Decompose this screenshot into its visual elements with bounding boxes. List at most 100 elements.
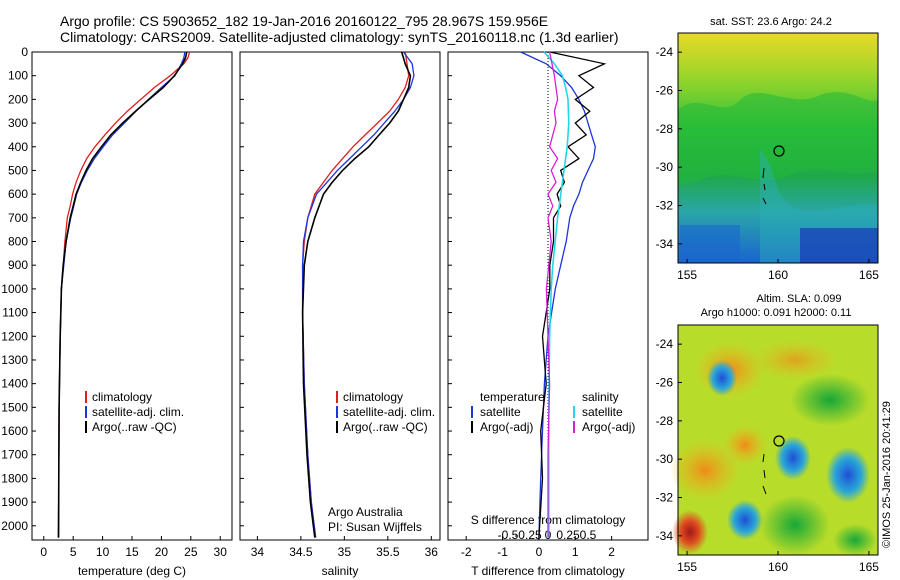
- sst-argo-marker: [773, 145, 785, 157]
- series-line-climatology: [301, 51, 410, 538]
- salinity-legend: climatology satellite-adj. clim. Argo(..…: [336, 390, 435, 434]
- top-tick-label: 0.25: [556, 528, 580, 542]
- x-tick-label: 2: [608, 545, 615, 559]
- depth-axis: 0 100 200 300 400 500 600 700 800 900 1000 1100 1200…: [1, 45, 452, 533]
- x-tick-label: 15: [125, 545, 139, 559]
- sla-map: [670, 324, 879, 556]
- map-y-tick-label: -28: [656, 122, 674, 136]
- depth-tick-label: 300: [8, 116, 28, 130]
- sla-track: [762, 453, 767, 495]
- depth-tick-label: 1100: [2, 306, 28, 320]
- sla-green-blob: [833, 524, 877, 556]
- legend-label-climatology: climatology: [92, 390, 152, 404]
- depth-tick-label: 2000: [1, 519, 28, 533]
- sst-green-band: [678, 92, 878, 185]
- sla-argo-marker: [773, 435, 785, 447]
- salinity-axes: [239, 51, 441, 541]
- series-line-salinity-satellite: [543, 51, 570, 538]
- legend-label-s-satellite: satellite: [582, 405, 623, 419]
- map-x-tick-label: 165: [859, 560, 879, 574]
- sla-blue-blob: [707, 360, 737, 396]
- salinity-xaxis: 34 34.5 35 35.5 36: [251, 536, 439, 559]
- map-y-tick-label: -30: [656, 452, 674, 466]
- map-y-tick-label: -32: [656, 491, 674, 505]
- depth-tick-label: 200: [8, 92, 28, 106]
- depth-tick-label: 500: [8, 163, 28, 177]
- difference-xaxis: -2 -1 0 1 2: [461, 536, 615, 559]
- series-line-temperature-satellite: [520, 51, 596, 538]
- depth-tick-label: 1500: [1, 400, 28, 414]
- x-tick-label: 20: [155, 545, 169, 559]
- depth-tick-label: 1400: [1, 377, 28, 391]
- x-tick-label: 36: [425, 545, 439, 559]
- depth-tick-label: 100: [8, 69, 28, 83]
- x-tick-label: -1: [497, 545, 508, 559]
- depth-tick-label: 1200: [1, 329, 28, 343]
- sla-red-hotspot: [672, 510, 708, 554]
- legend-label-t-satellite: satellite: [480, 405, 521, 419]
- x-tick-label: 30: [214, 545, 228, 559]
- salinity-xlabel: salinity: [322, 564, 359, 578]
- sst-map-title: sat. SST: 23.6 Argo: 24.2: [710, 16, 832, 28]
- map-x-tick-label: 165: [859, 268, 879, 282]
- legend-label-satellite: satellite-adj. clim.: [343, 405, 435, 419]
- depth-tick-label: 1300: [1, 353, 28, 367]
- sla-blue-blob: [727, 500, 763, 540]
- temperature-xaxis: 0 5 10 15 20 25 30: [40, 536, 227, 559]
- sst-track: [762, 167, 767, 205]
- sla-map-title1: Altim. SLA: 0.099: [757, 293, 842, 305]
- sla-blue-blob: [775, 436, 811, 480]
- sst-deep-blue: [800, 228, 878, 263]
- series-line-argo-raw-qc-: [301, 51, 412, 538]
- legend-label-t-argo: Argo(-adj): [480, 420, 533, 434]
- map-y-tick-label: -26: [656, 376, 674, 390]
- temperature-legend: climatology satellite-adj. clim. Argo(..…: [85, 390, 184, 434]
- sla-blue-blob: [826, 447, 870, 503]
- x-tick-label: 0: [40, 545, 47, 559]
- depth-tick-label: 1600: [1, 424, 28, 438]
- x-tick-label: 35: [338, 545, 352, 559]
- sst-axis: 155 160 165 -24 -26 -28 -30 -32 -34: [656, 45, 880, 282]
- imos-stamp: ©IMOS 25-Jan-2016 20:41:29: [881, 401, 893, 548]
- sla-orange-blob: [723, 425, 767, 465]
- x-tick-label: 34: [251, 545, 265, 559]
- x-tick-label: 5: [70, 545, 77, 559]
- title-line2: Climatology: CARS2009. Satellite-adjuste…: [60, 29, 618, 45]
- map-y-tick-label: -34: [656, 237, 674, 251]
- sla-map-title2: Argo h1000: 0.091 h2000: 0.11: [701, 307, 852, 319]
- depth-tick-label: 700: [8, 211, 28, 225]
- x-tick-label: 35.5: [376, 545, 400, 559]
- map-y-tick-label: -32: [656, 199, 674, 213]
- sla-orange-blob: [753, 340, 837, 380]
- map-y-tick-label: -26: [656, 84, 674, 98]
- map-x-tick-label: 155: [677, 268, 697, 282]
- top-tick-label: 0.5: [580, 528, 597, 542]
- series-line-temperature-argo-adj-: [538, 51, 607, 538]
- x-tick-label: 0: [536, 545, 543, 559]
- series-line-satellite-adj-clim-: [301, 51, 415, 538]
- legend-label-s-argo: Argo(-adj): [582, 420, 635, 434]
- x-tick-label: 25: [184, 545, 198, 559]
- depth-tick-label: 600: [8, 187, 28, 201]
- depth-tick-label: 0: [21, 45, 28, 59]
- x-tick-label: 1: [572, 545, 579, 559]
- difference-xlabel: T difference from climatology: [471, 564, 625, 578]
- depth-tick-label: 1700: [1, 448, 28, 462]
- sst-blue-corner: [680, 225, 740, 263]
- depth-tick-label: 1900: [1, 495, 28, 509]
- credit-line1: Argo Australia: [328, 505, 403, 519]
- sst-map: [677, 32, 879, 264]
- legend-label-argo: Argo(..raw -QC): [343, 420, 428, 434]
- x-tick-label: -2: [461, 545, 472, 559]
- map-y-tick-label: -34: [656, 529, 674, 543]
- sla-green-blob: [790, 374, 870, 426]
- x-tick-label: 34.5: [289, 545, 313, 559]
- x-tick-label: 10: [96, 545, 110, 559]
- difference-top-axis: -0.5-0.25 0 0.25 0.5: [498, 528, 597, 542]
- title-line1: Argo profile: CS 5903652_182 19-Jan-2016…: [60, 13, 548, 29]
- temperature-xlabel: temperature (deg C): [78, 564, 186, 578]
- sla-green-blob: [760, 495, 830, 555]
- map-x-tick-label: 160: [768, 560, 788, 574]
- sla-orange-blob: [670, 440, 740, 500]
